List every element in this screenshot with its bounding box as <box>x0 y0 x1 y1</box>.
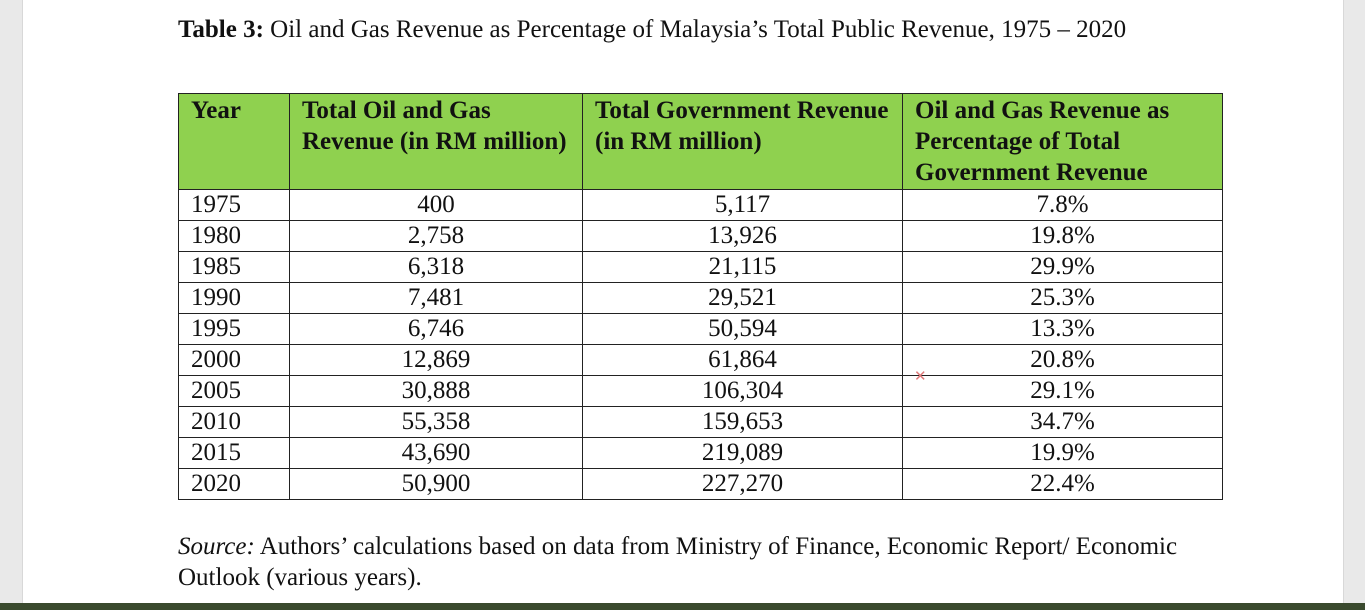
table-row: 1975 400 5,117 7.8% <box>178 189 1223 221</box>
table-row: 2020 50,900 227,270 22.4% <box>178 468 1223 500</box>
cell-government-revenue: 61,864 <box>582 344 903 376</box>
cell-government-revenue: 219,089 <box>582 437 903 469</box>
cell-government-revenue: 21,115 <box>582 251 903 283</box>
cell-percentage: 20.8% <box>902 344 1223 376</box>
cell-year: 1975 <box>178 189 290 221</box>
cell-oil-gas-revenue: 55,358 <box>289 406 583 438</box>
cell-percentage: 7.8% <box>902 189 1223 221</box>
cell-percentage: 19.8% <box>902 220 1223 252</box>
cell-percentage: 29.9% <box>902 251 1223 283</box>
cell-government-revenue: 29,521 <box>582 282 903 314</box>
cell-oil-gas-revenue: 30,888 <box>289 375 583 407</box>
cell-percentage: 13.3% <box>902 313 1223 345</box>
caption-text: Oil and Gas Revenue as Percentage of Mal… <box>270 16 1127 43</box>
pen-mark-icon: ✕ <box>914 369 927 385</box>
cell-year: 2010 <box>178 406 290 438</box>
cell-year: 2005 <box>178 375 290 407</box>
cell-percentage: 34.7% <box>902 406 1223 438</box>
table-body: 1975 400 5,117 7.8% 1980 2,758 13,926 19.8% 1985… <box>178 189 1223 500</box>
cell-government-revenue: 13,926 <box>582 220 903 252</box>
revenue-table: Year Total Oil and Gas Revenue (in RM mi… <box>178 93 1223 500</box>
table-row: 2015 43,690 219,089 19.9% <box>178 437 1223 469</box>
header-government-revenue: Total Government Revenue (in RM million) <box>582 93 903 190</box>
cell-percentage: 25.3% <box>902 282 1223 314</box>
cell-oil-gas-revenue: 2,758 <box>289 220 583 252</box>
cell-oil-gas-revenue: 7,481 <box>289 282 583 314</box>
cell-year: 1990 <box>178 282 290 314</box>
table-row: 2005 30,888 106,304 29.1% <box>178 375 1223 407</box>
table-row: 1995 6,746 50,594 13.3% <box>178 313 1223 345</box>
source-text: Authors’ calculations based on data from… <box>178 533 1178 591</box>
cell-year: 1985 <box>178 251 290 283</box>
table-row: 2010 55,358 159,653 34.7% <box>178 406 1223 438</box>
cell-year: 2015 <box>178 437 290 469</box>
table-row: 1980 2,758 13,926 19.8% <box>178 220 1223 252</box>
cell-percentage: 19.9% <box>902 437 1223 469</box>
cell-government-revenue: 106,304 <box>582 375 903 407</box>
cell-percentage: 22.4% <box>902 468 1223 500</box>
cell-government-revenue: 5,117 <box>582 189 903 221</box>
cell-oil-gas-revenue: 50,900 <box>289 468 583 500</box>
cell-year: 1980 <box>178 220 290 252</box>
cell-year: 2020 <box>178 468 290 500</box>
cell-oil-gas-revenue: 400 <box>289 189 583 221</box>
cell-government-revenue: 50,594 <box>582 313 903 345</box>
table-header-row: Year Total Oil and Gas Revenue (in RM mi… <box>178 93 1223 190</box>
cell-oil-gas-revenue: 12,869 <box>289 344 583 376</box>
source-note: Source: Authors’ calculations based on d… <box>178 531 1188 593</box>
cell-oil-gas-revenue: 43,690 <box>289 437 583 469</box>
caption-label: Table 3: <box>178 16 264 43</box>
header-percentage: Oil and Gas Revenue as Percentage of Tot… <box>902 93 1223 190</box>
cell-oil-gas-revenue: 6,318 <box>289 251 583 283</box>
cell-year: 2000 <box>178 344 290 376</box>
cell-year: 1995 <box>178 313 290 345</box>
table-row: 1985 6,318 21,115 29.9% <box>178 251 1223 283</box>
bottom-strip <box>0 603 1365 610</box>
cell-oil-gas-revenue: 6,746 <box>289 313 583 345</box>
header-oil-gas-revenue: Total Oil and Gas Revenue (in RM million… <box>289 93 583 190</box>
table-caption: Table 3: Oil and Gas Revenue as Percenta… <box>178 14 1188 45</box>
header-year: Year <box>178 93 290 190</box>
table-row: 2000 12,869 61,864 20.8% <box>178 344 1223 376</box>
cell-government-revenue: 159,653 <box>582 406 903 438</box>
source-label: Source: <box>178 533 255 560</box>
table-row: 1990 7,481 29,521 25.3% <box>178 282 1223 314</box>
cell-government-revenue: 227,270 <box>582 468 903 500</box>
cell-percentage: 29.1% <box>902 375 1223 407</box>
